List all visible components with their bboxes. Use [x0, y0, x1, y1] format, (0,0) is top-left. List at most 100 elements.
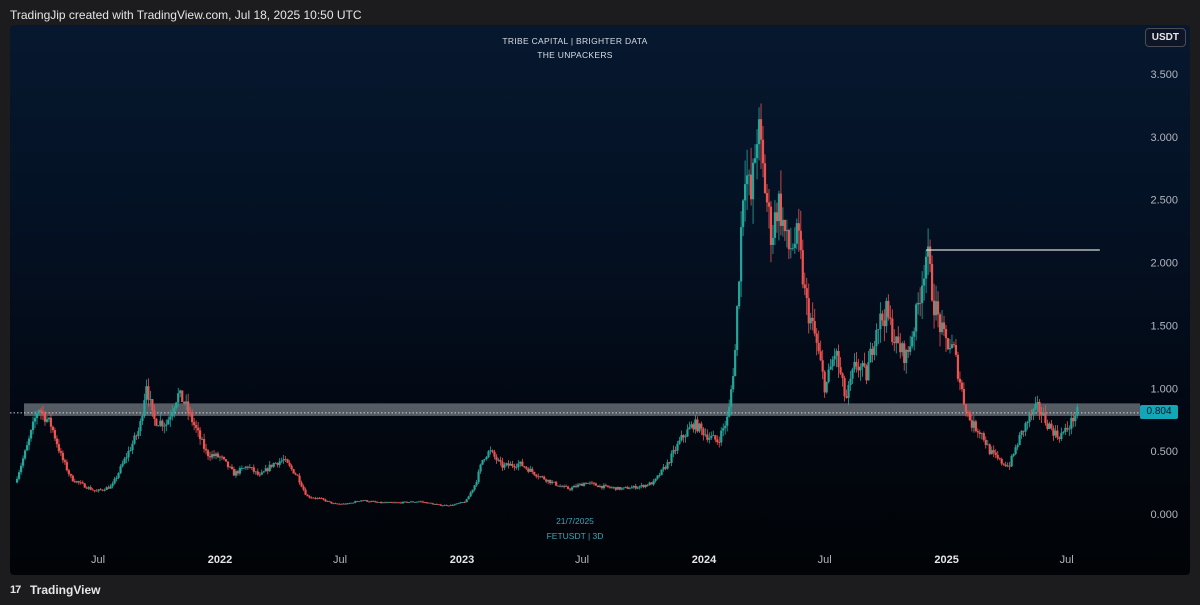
candle-body — [966, 411, 969, 413]
candle-body — [513, 465, 516, 468]
candle-body — [59, 451, 62, 453]
candle-body — [883, 320, 886, 327]
candle-body — [857, 366, 860, 371]
candle-body — [91, 489, 94, 491]
candle-body — [81, 482, 84, 484]
candle-body — [634, 485, 637, 489]
candle-body — [312, 497, 315, 499]
chart-area[interactable]: 3.500 3.000 2.500 2.000 1.500 1.000 0.500 0.000… — [10, 25, 1190, 575]
y-axis-tick-label: 2.500 — [1150, 195, 1178, 207]
candle-body — [928, 246, 932, 264]
candle-body — [282, 459, 285, 461]
candle-body — [1070, 417, 1073, 429]
candle-body — [27, 438, 31, 446]
candle-body — [847, 385, 850, 398]
candle-body — [841, 373, 844, 378]
candle-body — [171, 412, 174, 417]
y-axis-tick-label: 2.000 — [1150, 258, 1178, 270]
candle-body — [1018, 435, 1021, 446]
candle-body — [861, 363, 864, 367]
candle-body — [366, 500, 369, 502]
y-axis-tick-label: 0.000 — [1150, 509, 1178, 521]
candle-body — [791, 247, 794, 249]
candle-body — [368, 501, 371, 503]
candle-body — [278, 461, 281, 465]
candle-body — [147, 386, 150, 400]
candle-body — [871, 348, 874, 355]
candle-body — [990, 450, 993, 455]
candle-body — [302, 486, 305, 490]
candle-body — [549, 479, 552, 484]
candle-body — [111, 483, 114, 487]
candle-body — [75, 481, 78, 483]
candle-body — [1028, 413, 1031, 422]
candle-body — [728, 406, 731, 417]
candle-body — [230, 466, 234, 470]
candle-body — [352, 502, 355, 504]
candle-body — [330, 501, 333, 504]
candle-body — [405, 501, 409, 503]
candle-body — [216, 453, 220, 458]
candle-body — [745, 175, 749, 185]
candle-body — [254, 471, 257, 473]
candle-body — [161, 420, 164, 427]
candle-body — [115, 477, 118, 480]
candle-body — [151, 399, 154, 411]
candle-body — [189, 412, 192, 413]
candle-body — [903, 343, 906, 363]
candle-body — [795, 223, 798, 244]
y-axis-tick-label: 3.500 — [1150, 69, 1178, 81]
candle-body — [968, 412, 971, 421]
candle-body — [471, 489, 474, 493]
candle-body — [801, 250, 804, 285]
price-chart[interactable]: 3.500 3.000 2.500 2.000 1.500 1.000 0.500 0.000… — [10, 25, 1190, 575]
candle-body — [819, 351, 822, 361]
candle-body — [33, 418, 37, 422]
candle-body — [559, 486, 562, 488]
watermark-line-2: THE UNPACKERS — [537, 50, 613, 60]
candle-body — [586, 482, 590, 484]
candle-body — [427, 502, 430, 504]
candle-body — [1008, 465, 1011, 467]
candle-body — [736, 306, 739, 351]
candle-body — [956, 354, 960, 379]
candle-body — [899, 343, 902, 353]
candle-body — [622, 487, 625, 489]
candle-body — [539, 476, 542, 478]
currency-button[interactable]: USDT — [1144, 28, 1186, 47]
candle-body — [445, 504, 448, 506]
candle-body — [580, 483, 584, 486]
candle-body — [996, 454, 999, 459]
candle-body — [722, 428, 725, 431]
candle-body — [185, 401, 188, 404]
candle-body — [958, 378, 962, 383]
candle-body — [37, 410, 41, 414]
candle-body — [525, 467, 528, 469]
candle-body — [789, 248, 792, 250]
candle-body — [334, 503, 337, 505]
candle-body — [970, 420, 973, 428]
candle-body — [389, 502, 393, 503]
candle-body — [938, 314, 942, 333]
candle-body — [936, 301, 940, 315]
candle-body — [481, 459, 484, 465]
candle-body — [692, 424, 695, 430]
candle-body — [117, 473, 120, 478]
candle-body — [441, 505, 444, 507]
candle-body — [978, 432, 981, 435]
candle-body — [887, 300, 890, 318]
candle-body — [25, 445, 29, 451]
candle-body — [855, 361, 858, 367]
candle-body — [495, 456, 498, 461]
candle-body — [650, 482, 653, 485]
candle-body — [19, 465, 23, 473]
candle-body — [1004, 464, 1007, 467]
candle-body — [1044, 412, 1047, 424]
candle-body — [21, 458, 25, 466]
candle-body — [296, 474, 299, 476]
candle-body — [962, 388, 966, 405]
candle-body — [626, 487, 629, 489]
candle-body — [636, 487, 639, 489]
candle-body — [992, 450, 995, 453]
candle-body — [55, 438, 58, 445]
